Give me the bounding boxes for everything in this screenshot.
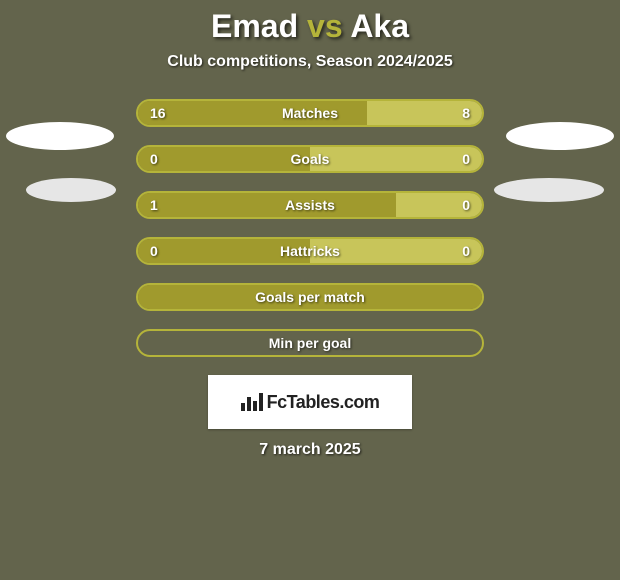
stat-row: 16 8 Matches xyxy=(136,99,484,127)
stat-row: Goals per match xyxy=(136,283,484,311)
stat-bar-left: 1 xyxy=(138,193,396,217)
comparison-card: Emad vs Aka Club competitions, Season 20… xyxy=(0,0,620,580)
avatar-placeholder xyxy=(6,122,114,150)
stat-row: 0 0 Hattricks xyxy=(136,237,484,265)
avatar-placeholder xyxy=(26,178,116,202)
stat-label: Assists xyxy=(285,197,335,213)
bars-icon xyxy=(241,393,263,411)
title-vs: vs xyxy=(307,8,343,44)
brand-text: FcTables.com xyxy=(267,392,380,413)
stat-value-left: 1 xyxy=(138,197,170,213)
title-player1: Emad xyxy=(211,8,298,44)
avatar-placeholder xyxy=(494,178,604,202)
stat-label: Matches xyxy=(282,105,338,121)
stat-value-left: 16 xyxy=(138,105,178,121)
stat-bar-right: 0 xyxy=(396,193,482,217)
stat-bar-right: 8 xyxy=(367,101,482,125)
avatar-placeholder xyxy=(506,122,614,150)
stat-value-right: 0 xyxy=(450,151,482,167)
stat-bar-right: 0 xyxy=(310,147,482,171)
stat-label: Goals xyxy=(291,151,330,167)
brand-logo: FcTables.com xyxy=(208,375,412,429)
stat-row: 0 0 Goals xyxy=(136,145,484,173)
comparison-chart-area: 16 8 Matches 0 0 Goals 1 0 Assists 0 0 Hattricks Goa… xyxy=(0,99,620,357)
comparison-chart: 16 8 Matches 0 0 Goals 1 0 Assists 0 0 Hattricks Goa… xyxy=(136,99,484,357)
stat-value-left: 0 xyxy=(138,151,170,167)
title: Emad vs Aka xyxy=(0,8,620,45)
title-player2: Aka xyxy=(350,8,409,44)
stat-value-right: 0 xyxy=(450,243,482,259)
stat-label: Min per goal xyxy=(269,335,351,351)
stat-value-right: 8 xyxy=(450,105,482,121)
stat-label: Hattricks xyxy=(280,243,340,259)
stat-value-left: 0 xyxy=(138,243,170,259)
stat-row: Min per goal xyxy=(136,329,484,357)
stat-label: Goals per match xyxy=(255,289,365,305)
stat-bar-left: 0 xyxy=(138,147,310,171)
subtitle: Club competitions, Season 2024/2025 xyxy=(0,53,620,71)
footer-date: 7 march 2025 xyxy=(0,441,620,459)
stat-value-right: 0 xyxy=(450,197,482,213)
stat-row: 1 0 Assists xyxy=(136,191,484,219)
